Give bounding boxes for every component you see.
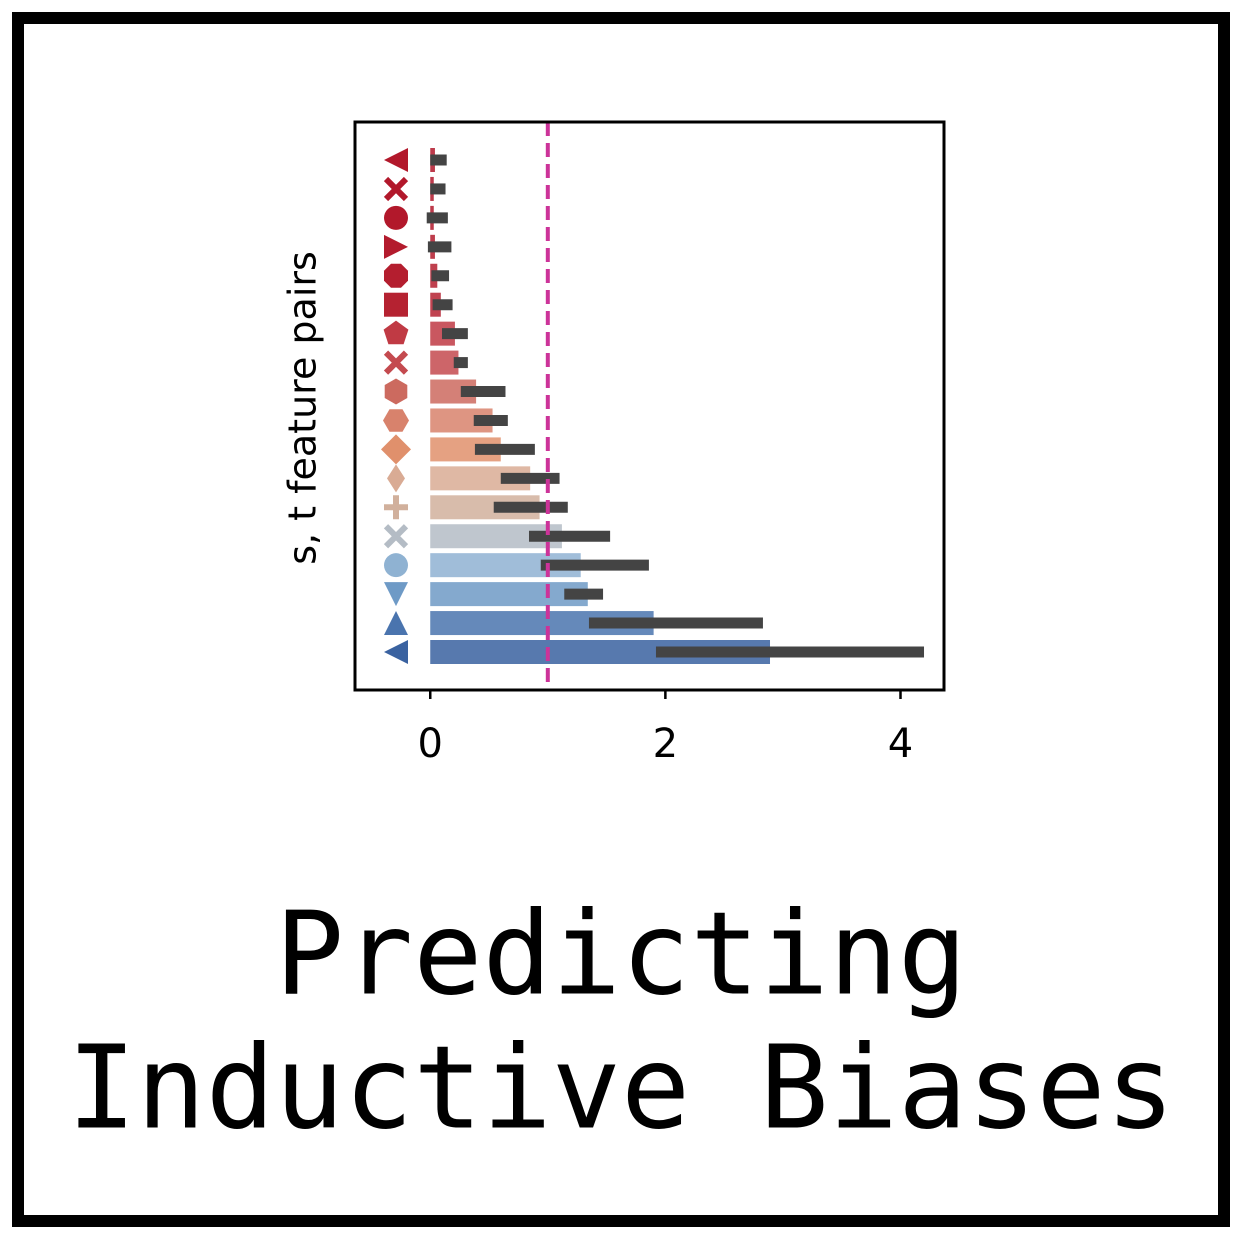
x-tick-label: 2 — [653, 721, 678, 767]
bar — [430, 582, 588, 607]
category-marker — [387, 464, 405, 493]
category-marker — [383, 320, 409, 345]
category-marker — [384, 582, 408, 607]
y-axis-label: s, t feature pairs — [281, 251, 325, 565]
category-marker — [384, 205, 408, 230]
category-marker — [384, 553, 408, 578]
category-marker — [381, 434, 411, 465]
category-marker — [384, 234, 408, 259]
category-marker — [384, 378, 408, 405]
category-marker — [384, 148, 408, 172]
title-line: Inductive Biases — [67, 1022, 1175, 1156]
category-marker — [384, 292, 408, 317]
title-line: Predicting — [275, 888, 967, 1022]
x-tick-label: 0 — [418, 721, 443, 767]
category-marker — [384, 263, 408, 288]
axes-frame — [353, 120, 946, 692]
x-tick-label: 4 — [888, 721, 913, 767]
category-marker — [384, 640, 408, 664]
category-marker — [383, 409, 409, 432]
category-marker — [384, 611, 408, 636]
category-marker — [383, 350, 409, 375]
category-marker — [384, 495, 408, 520]
category-marker — [383, 176, 409, 202]
category-marker — [383, 524, 409, 549]
